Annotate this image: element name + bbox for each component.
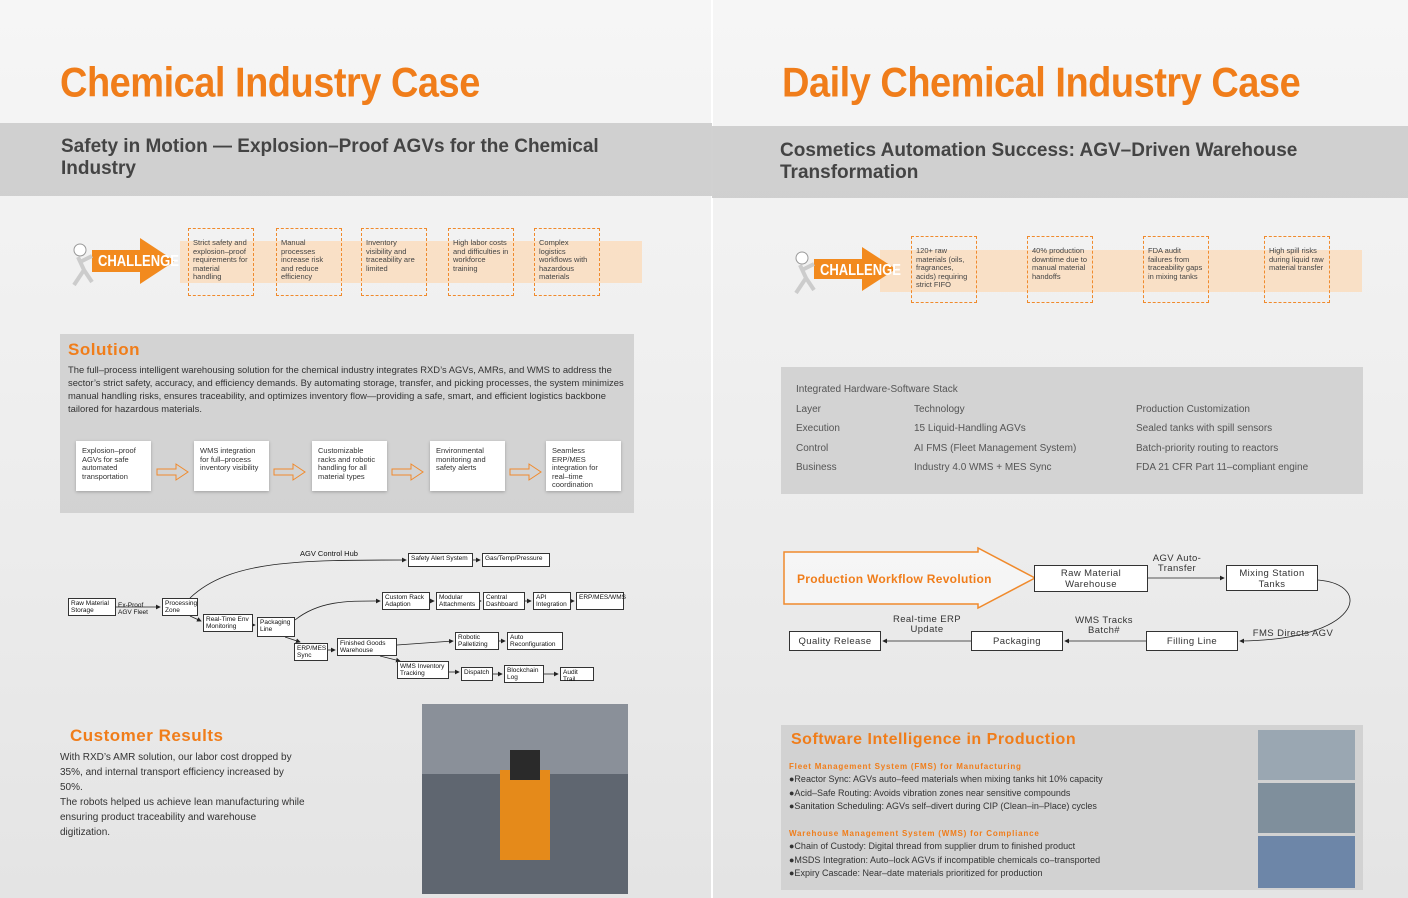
challenge-card: High labor costs and difficulties in wor… (448, 228, 514, 296)
table-cell: Industry 4.0 WMS + MES Sync (914, 462, 1052, 473)
solution-step: Seamless ERP/MES integration for real–ti… (546, 441, 621, 491)
table-header: Layer (796, 404, 822, 415)
flow-node: ERP/MES Sync (294, 643, 328, 661)
edge-label: WMS Tracks Batch# (1075, 615, 1133, 636)
challenge-card: Inventory visibility and traceability ar… (361, 228, 427, 296)
solution-step: Environmental monitoring and safety aler… (430, 441, 505, 491)
workflow-node: Quality Release (789, 631, 881, 651)
page-title: Daily Chemical Industry Case (782, 60, 1301, 107)
flow-node: Finished Goods Warehouse (337, 638, 397, 656)
flow-node: Robotic Palletizing (455, 632, 499, 650)
flow-node: Packaging Line (257, 617, 295, 637)
subtitle: Safety in Motion — Explosion–Proof AGVs … (61, 136, 599, 179)
flow-node: Auto Reconfiguration (507, 632, 563, 650)
subtitle: Cosmetics Automation Success: AGV–Driven… (780, 140, 1298, 183)
table-header: Production Customization (1136, 404, 1250, 415)
software-item: ●Expiry Cascade: Near–date materials pri… (789, 868, 1043, 878)
software-item: ●Acid–Safe Routing: Avoids vibration zon… (789, 787, 1071, 798)
challenge-card: High spill risks during liquid raw mater… (1264, 236, 1330, 303)
flow-node: Raw Material Storage (68, 598, 116, 616)
table-header: Technology (914, 404, 965, 415)
flow-node: Audit Trail (560, 667, 594, 683)
flow-node: Real-Time Env Monitoring (203, 614, 253, 632)
flow-node: WMS Inventory Tracking (397, 661, 449, 679)
table-cell: Control (796, 442, 829, 454)
workflow-node: Raw Material Warehouse (1034, 565, 1148, 592)
challenge-label: CHALLENGE (98, 251, 179, 270)
results-text: With RXD’s AMR solution, our labor cost … (60, 752, 292, 793)
page-title: Chemical Industry Case (60, 60, 480, 107)
software-subheading: Fleet Management System (FMS) for Manufa… (789, 762, 1022, 771)
challenge-card: Complex logistics workflows with hazardo… (534, 228, 600, 296)
software-subheading: Warehouse Management System (WMS) for Co… (789, 829, 1040, 838)
table-cell: Execution (796, 423, 840, 434)
software-item: ●Chain of Custody: Digital thread from s… (789, 841, 1076, 851)
software-item: ●Reactor Sync: AGVs auto–feed materials … (789, 774, 1103, 784)
software-item: ●Sanitation Scheduling: AGVs self–divert… (789, 801, 1097, 811)
flow-node: Central Dashboard (483, 592, 525, 610)
workflow-node: Mixing Station Tanks (1226, 565, 1318, 591)
challenge-card: FDA audit failures from traceability gap… (1143, 236, 1209, 303)
results-text: The robots helped us achieve lean manufa… (60, 797, 305, 838)
table-cell: FDA 21 CFR Part 11–compliant engine (1136, 462, 1309, 473)
flow-node: Blockchain Log (504, 665, 544, 683)
solution-text: The full–process intelligent warehousing… (68, 364, 624, 414)
table-cell: Sealed tanks with spill sensors (1136, 423, 1273, 434)
table-cell: 15 Liquid-Handling AGVs (914, 423, 1026, 434)
flow-label: Ex-Proof AGV Fleet (118, 602, 148, 616)
section-heading: Customer Results (70, 726, 224, 745)
solution-step: Explosion–proof AGVs for safe automated … (76, 441, 151, 491)
workflow-node: Packaging (971, 631, 1063, 651)
flow-label: AGV Control Hub (300, 549, 358, 558)
edge-label: AGV Auto-Transfer (1152, 553, 1202, 574)
flow-node: Modular Attachments (436, 592, 480, 610)
solution-step: WMS integration for full–process invento… (194, 441, 269, 491)
workflow-title: Production Workflow Revolution (797, 572, 992, 586)
challenge-card: 120+ raw materials (oils, fragrances, ac… (911, 236, 977, 303)
challenge-card: Manual processes increase risk and reduc… (276, 228, 342, 296)
flow-node: Gas/Temp/Pressure (482, 553, 550, 567)
flow-node: Custom Rack Adaption (382, 592, 430, 610)
software-item: ●MSDS Integration: Auto–lock AGVs if inc… (789, 854, 1101, 865)
workflow-node: Filling Line (1146, 631, 1238, 651)
section-heading: Solution (68, 340, 140, 359)
challenge-card: Strict safety and explosion–proof requir… (188, 228, 254, 296)
edge-label: Real-time ERP Update (892, 614, 962, 635)
flow-node: Safety Alert System (408, 553, 473, 567)
flow-node: Dispatch (461, 667, 493, 681)
table-cell: Batch-priority routing to reactors (1136, 442, 1279, 454)
flow-node: ERP/MES/WMS (576, 592, 626, 610)
flow-node: Processing Zone (162, 598, 198, 616)
flow-node: API Integration (533, 592, 571, 610)
table-cell: Business (796, 462, 837, 473)
edge-label: FMS Directs AGV (1252, 628, 1334, 639)
section-heading: Software Intelligence in Production (791, 731, 1077, 748)
solution-step: Customizable racks and robotic handling … (312, 441, 387, 491)
challenge-label: CHALLENGE (820, 260, 901, 279)
table-cell: AI FMS (Fleet Management System) (914, 442, 1077, 454)
table-caption: Integrated Hardware-Software Stack (796, 384, 958, 395)
challenge-card: 40% production downtime due to manual ma… (1027, 236, 1093, 303)
